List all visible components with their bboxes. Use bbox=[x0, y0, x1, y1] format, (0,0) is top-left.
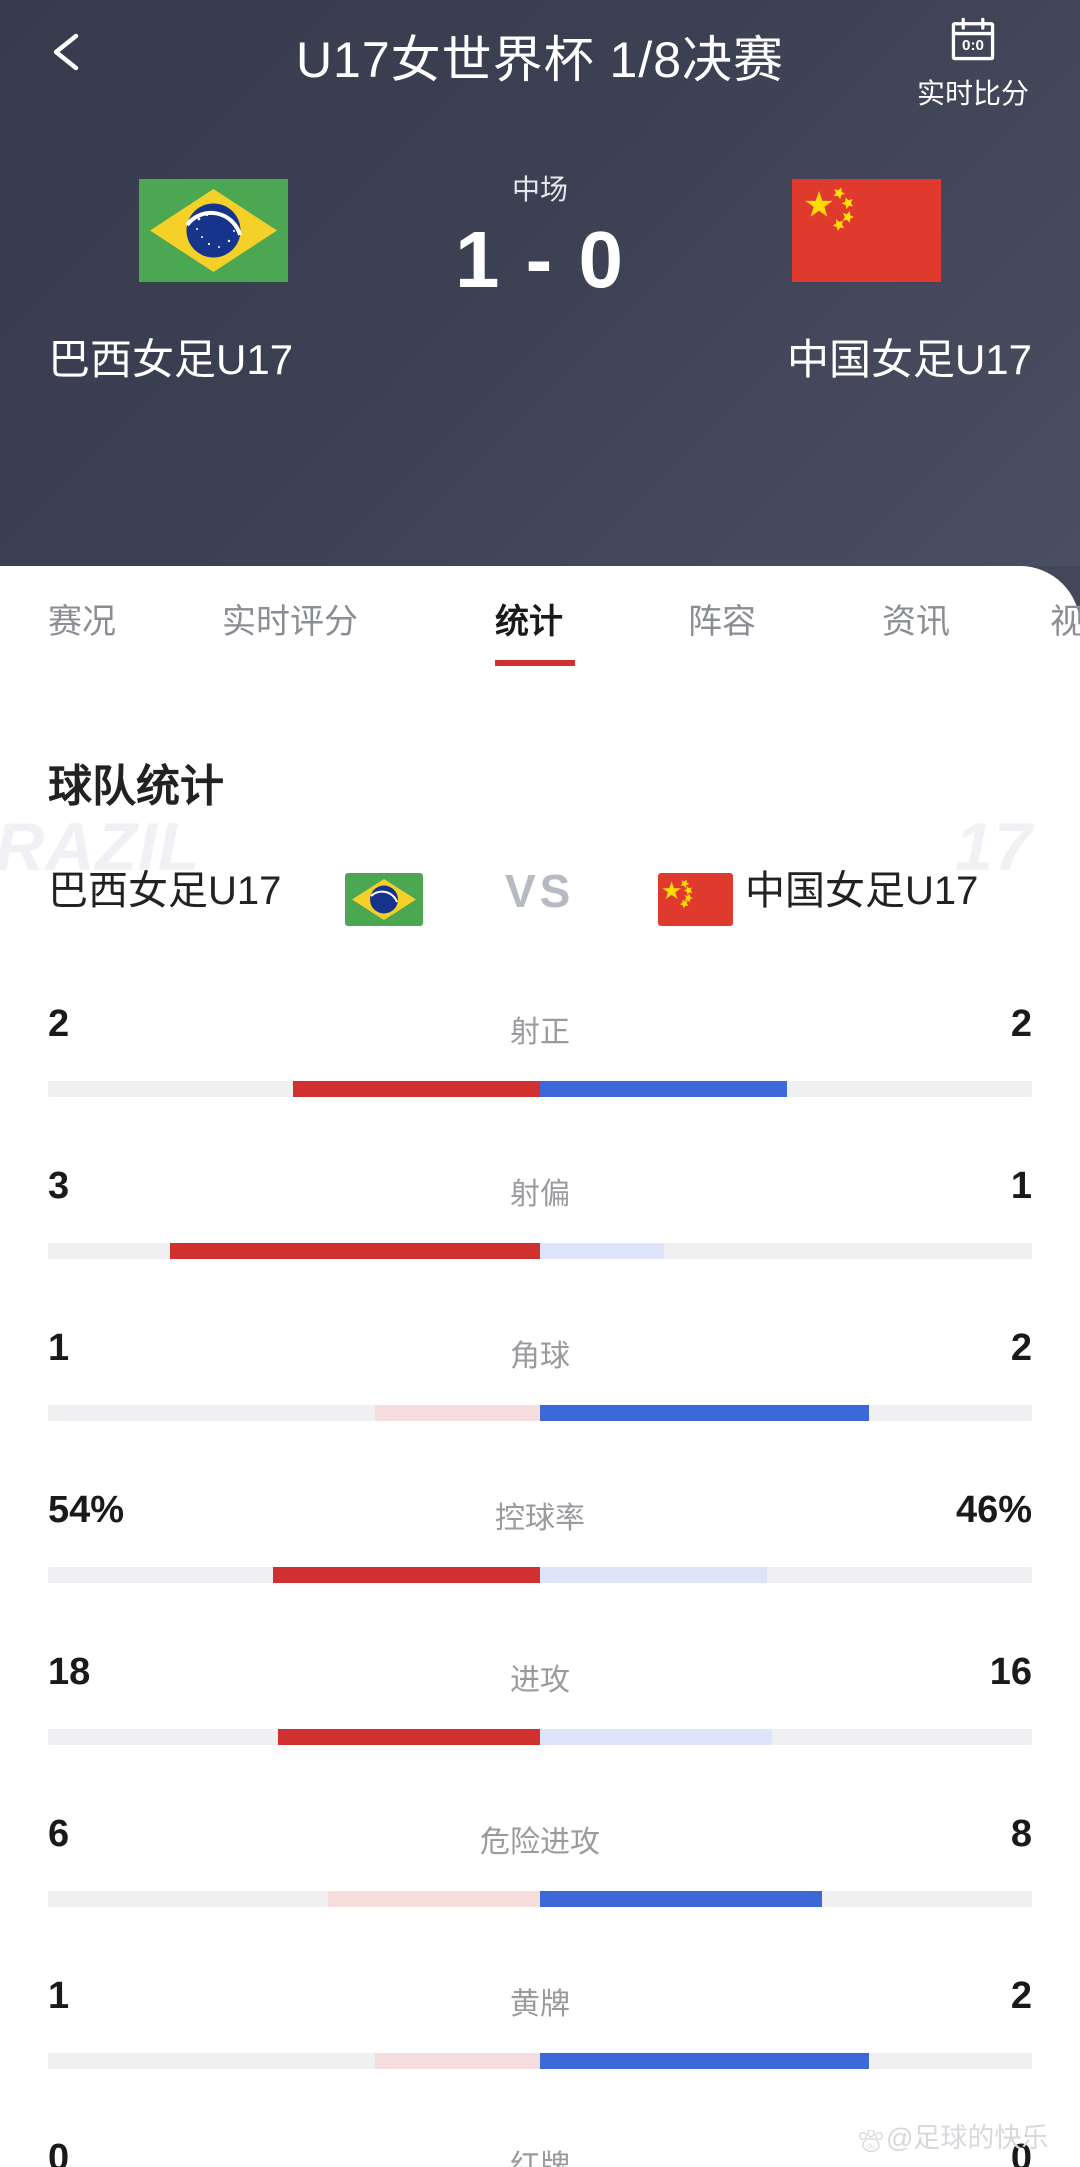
svg-text:0:0: 0:0 bbox=[962, 37, 984, 54]
svg-text:du: du bbox=[867, 2144, 875, 2151]
